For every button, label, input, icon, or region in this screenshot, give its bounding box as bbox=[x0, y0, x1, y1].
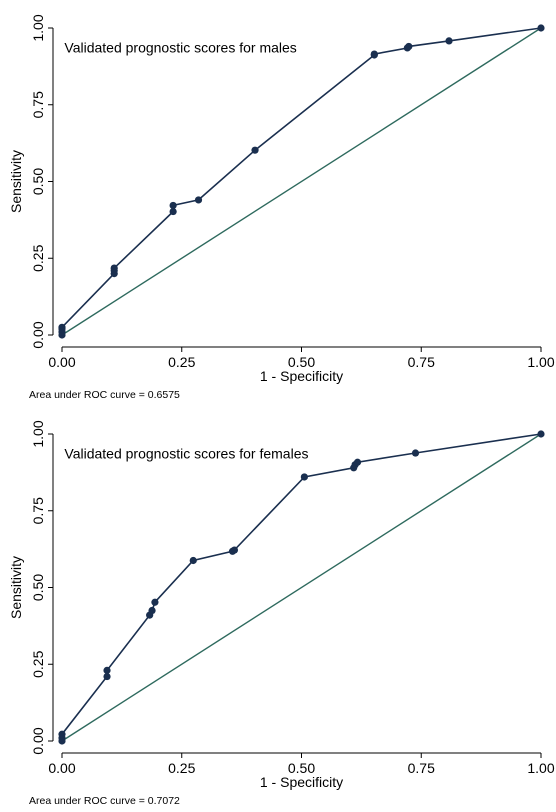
roc-point bbox=[58, 323, 66, 331]
roc-point bbox=[445, 37, 453, 45]
roc-point bbox=[148, 606, 156, 615]
roc-point bbox=[411, 449, 420, 457]
roc-point bbox=[189, 556, 197, 565]
roc-point bbox=[353, 458, 362, 466]
x-axis-title: 1 - Specificity bbox=[260, 774, 343, 790]
x-tick-label: 0.00 bbox=[48, 760, 75, 776]
roc-point bbox=[300, 473, 308, 481]
y-tick-label: 0.25 bbox=[30, 650, 46, 677]
auc-note: Area under ROC curve = 0.6575 bbox=[29, 389, 180, 401]
roc-point bbox=[103, 666, 111, 674]
chart-svg: 0.00 0.25 0.50 0.75 1.00 0.00 0.25 0.50 0.75 1.00… bbox=[8, 420, 555, 807]
auc-note: Area under ROC curve = 0.7072 bbox=[29, 795, 180, 807]
reference-line bbox=[61, 27, 542, 336]
y-tick-label: 0.50 bbox=[30, 574, 46, 601]
roc-chart-females: 0.00 0.25 0.50 0.75 1.00 0.00 0.25 0.50 0.75 1.00… bbox=[0, 406, 556, 812]
roc-point bbox=[405, 42, 413, 51]
x-axis-title: 1 - Specificity bbox=[260, 368, 343, 384]
x-tick-label: 1.00 bbox=[527, 354, 554, 370]
x-tick-label: 0.25 bbox=[168, 760, 195, 776]
y-tick-label: 0.75 bbox=[30, 497, 46, 524]
x-tick-label: 0.75 bbox=[408, 354, 435, 370]
roc-point bbox=[230, 546, 239, 554]
x-tick-label: 1.00 bbox=[527, 760, 554, 776]
y-tick-label: 1.00 bbox=[30, 14, 46, 41]
x-tick-label: 0.25 bbox=[168, 354, 195, 370]
roc-point bbox=[110, 264, 118, 272]
roc-point bbox=[103, 672, 111, 681]
roc-chart-males: 0.00 0.25 0.50 0.75 1.00 0.00 0.25 0.50 0.75 1.00… bbox=[8, 14, 555, 401]
y-axis-title: Sensitivity bbox=[8, 150, 24, 213]
y-tick-label: 0.00 bbox=[30, 727, 46, 754]
roc-point bbox=[537, 430, 545, 438]
plot-annotation: Validated prognostic scores for males bbox=[64, 40, 296, 56]
y-axis-title: Sensitivity bbox=[8, 556, 24, 619]
y-tick-label: 0.75 bbox=[30, 91, 46, 118]
roc-point bbox=[169, 207, 177, 216]
chart-svg: 0.00 0.25 0.50 0.75 1.00 0.00 0.25 0.50 0.75 1.00… bbox=[8, 14, 555, 401]
x-tick-label: 0.00 bbox=[48, 354, 75, 370]
reference-line bbox=[61, 433, 542, 742]
roc-point bbox=[251, 146, 259, 154]
roc-point bbox=[370, 50, 378, 58]
roc-point bbox=[151, 598, 159, 606]
y-tick-label: 0.25 bbox=[30, 244, 46, 271]
x-tick-label: 0.50 bbox=[288, 760, 315, 776]
plot-annotation: Validated prognostic scores for females bbox=[64, 446, 308, 462]
y-tick-label: 0.00 bbox=[30, 321, 46, 348]
roc-point bbox=[537, 24, 545, 32]
roc-point bbox=[169, 201, 177, 210]
roc-point bbox=[58, 730, 66, 738]
x-tick-label: 0.50 bbox=[288, 354, 315, 370]
x-tick-label: 0.75 bbox=[408, 760, 435, 776]
roc-point bbox=[194, 196, 203, 204]
y-tick-label: 0.50 bbox=[30, 168, 46, 195]
y-tick-label: 1.00 bbox=[30, 420, 46, 447]
